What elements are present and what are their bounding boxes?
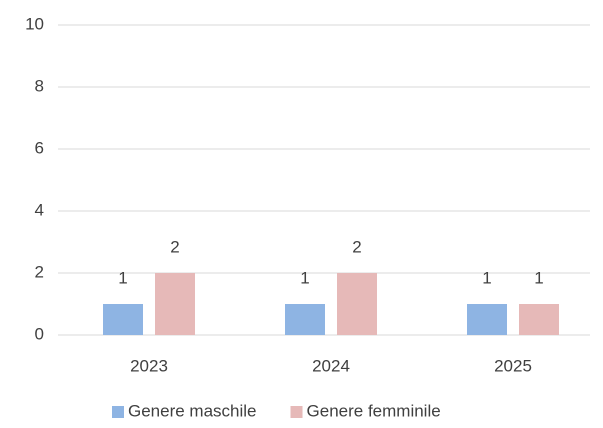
legend-label: Genere femminile [307,401,441,420]
y-tick-label: 10 [25,14,44,33]
data-label: 1 [118,268,127,287]
x-tick-label: 2025 [494,356,532,375]
data-label: 2 [170,237,179,256]
bar [103,304,143,335]
y-tick-label: 4 [35,200,44,219]
data-label: 1 [534,268,543,287]
legend-label: Genere maschile [128,401,257,420]
y-tick-label: 8 [35,76,44,95]
bar [285,304,325,335]
bar [467,304,507,335]
legend-swatch [112,406,124,418]
y-tick-label: 2 [35,262,44,281]
data-label: 2 [352,237,361,256]
bar [155,273,195,335]
data-label: 1 [482,268,491,287]
bar [519,304,559,335]
data-label: 1 [300,268,309,287]
x-tick-label: 2024 [312,356,350,375]
y-tick-label: 0 [35,324,44,343]
x-tick-label: 2023 [130,356,168,375]
y-tick-label: 6 [35,138,44,157]
legend-swatch [290,406,303,418]
bar [337,273,377,335]
